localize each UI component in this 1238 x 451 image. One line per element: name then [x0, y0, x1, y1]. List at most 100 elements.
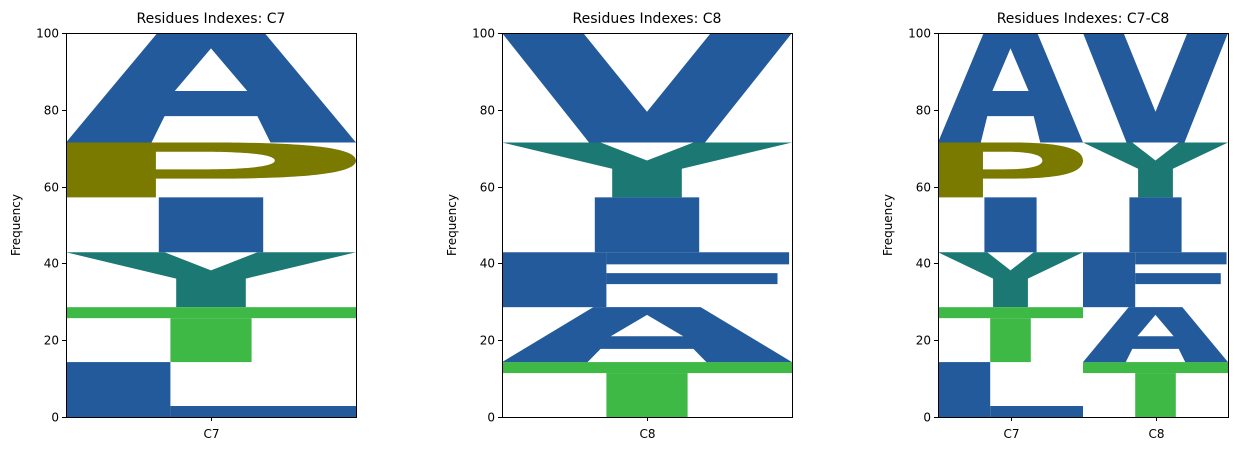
y-tick-label: 0 — [487, 411, 495, 425]
residue-l-mark — [66, 362, 356, 417]
residue-y-mark — [1083, 142, 1228, 198]
residue-t-mark — [938, 307, 1083, 363]
residue-t-mark — [1083, 362, 1228, 417]
glyph-part — [938, 307, 1083, 319]
glyph-part — [1135, 252, 1227, 265]
glyph-part — [502, 142, 792, 198]
y-tick-label: 80 — [44, 104, 59, 118]
panel-c8: 0 20 40 60 80 100 C8 Residues Indexes: C8 Fre… — [445, 11, 793, 441]
glyph-part — [502, 252, 607, 308]
residue-i-mark — [984, 197, 1037, 253]
glyph-part — [1083, 33, 1228, 143]
y-tick-label: 60 — [480, 181, 495, 195]
glyph-part — [66, 252, 356, 308]
glyph-part — [938, 142, 1083, 198]
glyph-part — [1083, 252, 1136, 308]
residue-p-mark — [66, 142, 356, 198]
residue-y-mark — [66, 252, 356, 308]
x-tick-label: C8 — [639, 427, 655, 441]
residue-a-mark — [938, 33, 1083, 143]
logo-marks — [502, 33, 792, 417]
y-tick-label: 0 — [923, 411, 931, 425]
y-tick-label: 40 — [480, 257, 495, 271]
y-axis: 0 20 40 60 80 100 — [908, 27, 938, 425]
glyph-part — [1083, 307, 1228, 363]
residue-a-mark — [502, 307, 792, 363]
glyph-part — [938, 252, 1083, 308]
residue-a-mark — [1083, 307, 1228, 363]
glyph-part — [1083, 142, 1228, 198]
panel-title: Residues Indexes: C8 — [573, 11, 722, 27]
glyph-part — [606, 252, 790, 265]
glyph-part — [984, 197, 1037, 253]
y-tick-label: 80 — [916, 104, 931, 118]
glyph-part — [502, 307, 792, 363]
panel-c7-c8: 0 20 40 60 80 100 C7 C8 Residues Indexes: C7-C… — [881, 11, 1229, 441]
x-axis: C7 C8 — [1003, 417, 1165, 441]
glyph-part — [170, 406, 356, 417]
y-tick-label: 20 — [480, 334, 495, 348]
residue-i-mark — [1129, 197, 1182, 253]
residue-t-mark — [502, 362, 792, 417]
stack-c7 — [938, 33, 1083, 417]
panel-title: Residues Indexes: C7 — [137, 11, 286, 27]
glyph-part — [66, 142, 356, 198]
x-axis: C8 — [639, 417, 656, 441]
glyph-part — [502, 33, 792, 143]
residue-y-mark — [938, 252, 1083, 308]
glyph-part — [594, 197, 700, 253]
glyph-part — [1083, 362, 1228, 374]
glyph-part — [1135, 373, 1176, 417]
glyph-part — [990, 406, 1083, 417]
y-tick-label: 20 — [916, 334, 931, 348]
y-tick-label: 60 — [44, 181, 59, 195]
y-axis-label: Frequency — [9, 194, 23, 256]
glyph-part — [606, 373, 688, 417]
residue-v-mark — [502, 33, 792, 143]
glyph-part — [66, 307, 356, 319]
residue-t-mark — [66, 307, 356, 363]
residue-a-mark — [66, 33, 356, 143]
x-tick-label: C8 — [1148, 427, 1164, 441]
glyph-part — [66, 33, 356, 143]
glyph-part — [606, 273, 778, 285]
y-tick-label: 40 — [916, 257, 931, 271]
stack-c8 — [1083, 33, 1228, 417]
residue-y-mark — [502, 142, 792, 198]
residue-i-mark — [594, 197, 700, 253]
plot-frame — [938, 33, 1229, 418]
y-axis: 0 20 40 60 80 100 — [472, 27, 502, 425]
panel-title: Residues Indexes: C7-C8 — [997, 11, 1170, 27]
glyph-part — [1129, 197, 1182, 253]
residue-f-mark — [502, 252, 790, 308]
glyph-part — [990, 318, 1031, 363]
panel-c7: 0 20 40 60 80 100 C7 Residues Indexes: C7 Fre… — [9, 11, 357, 441]
residue-p-mark — [938, 142, 1083, 198]
y-axis-label: Frequency — [445, 194, 459, 256]
logo-marks — [938, 33, 1228, 417]
residue-i-mark — [158, 197, 264, 253]
glyph-part — [502, 362, 792, 374]
y-tick-label: 100 — [908, 27, 931, 41]
y-tick-label: 0 — [51, 411, 59, 425]
y-tick-label: 20 — [44, 334, 59, 348]
y-axis: 0 20 40 60 80 100 — [36, 27, 66, 425]
y-tick-label: 40 — [44, 257, 59, 271]
glyph-part — [158, 197, 264, 253]
glyph-part — [170, 318, 252, 363]
y-axis-label: Frequency — [881, 194, 895, 256]
glyph-part — [938, 362, 991, 417]
y-tick-label: 100 — [36, 27, 59, 41]
y-tick-label: 100 — [472, 27, 495, 41]
stack-c8 — [502, 33, 792, 417]
y-tick-label: 60 — [916, 181, 931, 195]
x-axis: C7 — [203, 417, 220, 441]
residue-v-mark — [1083, 33, 1228, 143]
x-tick-label: C7 — [1003, 427, 1019, 441]
glyph-part — [1135, 273, 1221, 285]
stack-c7 — [66, 33, 356, 417]
logo-marks — [66, 33, 356, 417]
x-tick-label: C7 — [203, 427, 219, 441]
glyph-part — [66, 362, 171, 417]
